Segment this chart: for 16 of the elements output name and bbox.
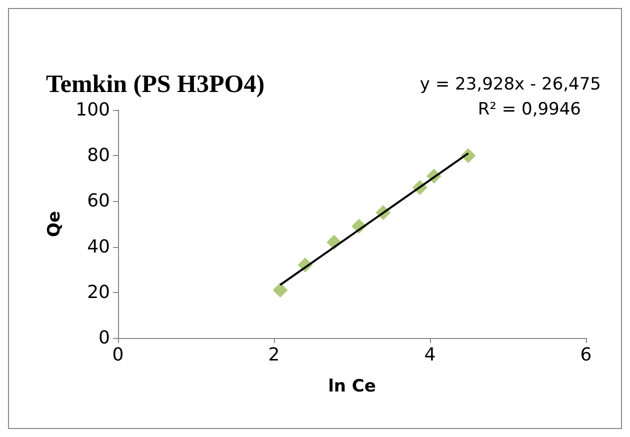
y-tick-label: 100 (76, 100, 110, 120)
y-tick-label: 20 (87, 282, 110, 303)
y-tick-label: 60 (87, 190, 110, 212)
text: y = 23,928x - 26,475 (420, 74, 602, 94)
x-tick-label: 6 (580, 344, 592, 366)
y-tick-label: 0 (98, 328, 110, 348)
y-axis-title: Qe (44, 211, 64, 237)
point (272, 282, 288, 298)
x-tick-label: 4 (424, 344, 436, 366)
annotation: R² = 0,9946 (478, 100, 582, 120)
x-axis-title: ln Ce (328, 376, 376, 396)
y-tick-label: 40 (87, 236, 110, 258)
chart-title: Temkin (PS H3PO4) (46, 71, 265, 98)
x-tick-label: 0 (112, 344, 124, 366)
y-tick-label: 80 (87, 145, 110, 166)
x-tick-label: 2 (268, 344, 280, 366)
